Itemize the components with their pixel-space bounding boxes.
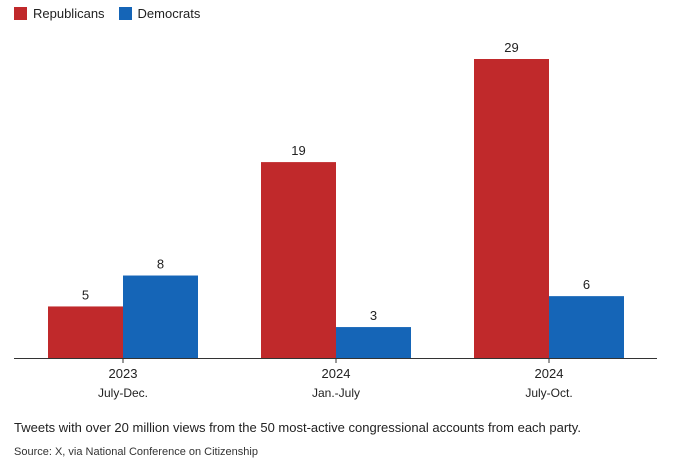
legend-item-republicans: Republicans xyxy=(14,6,105,21)
bar-republicans-3 xyxy=(474,59,549,358)
legend-item-democrats: Democrats xyxy=(118,6,201,21)
data-label-democrats-3: 6 xyxy=(583,277,590,292)
bar-democrats-1 xyxy=(123,275,198,358)
data-label-republicans-2: 19 xyxy=(291,143,305,158)
x-tick-label-period-3: July-Oct. xyxy=(525,386,572,400)
x-tick-label-year-1: 2023 xyxy=(109,366,138,381)
x-tick-label-year-2: 2024 xyxy=(322,366,351,381)
bar-chart: 5 8 2023 July-Dec. 19 3 2024 Jan.-July 29 6 2024 Ju… xyxy=(14,40,657,400)
bar-republicans-1 xyxy=(48,306,123,358)
chart-caption: Tweets with over 20 million views from t… xyxy=(14,420,581,435)
data-label-democrats-1: 8 xyxy=(157,257,164,272)
chart-legend: Republicans Democrats xyxy=(14,6,200,21)
x-tick-label-period-1: July-Dec. xyxy=(98,386,148,400)
data-label-republicans-3: 29 xyxy=(504,40,518,55)
bar-democrats-3 xyxy=(549,296,624,358)
data-label-democrats-2: 3 xyxy=(370,308,377,323)
bar-republicans-2 xyxy=(261,162,336,358)
x-tick-label-period-2: Jan.-July xyxy=(312,386,360,400)
legend-label-republicans: Republicans xyxy=(33,6,105,21)
legend-swatch-republicans xyxy=(14,7,27,20)
legend-label-democrats: Democrats xyxy=(137,6,201,21)
bar-democrats-2 xyxy=(336,327,411,358)
chart-source: Source: X, via National Conference on Ci… xyxy=(14,446,258,458)
data-label-republicans-1: 5 xyxy=(82,287,89,302)
legend-swatch-democrats xyxy=(118,7,132,20)
x-tick-label-year-3: 2024 xyxy=(535,366,564,381)
